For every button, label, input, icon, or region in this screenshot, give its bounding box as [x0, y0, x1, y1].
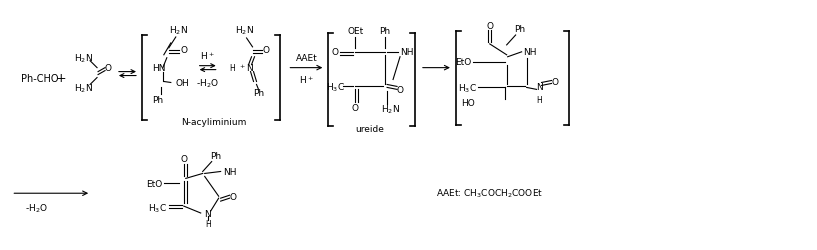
Text: AAEt: CH$_3$COCH$_2$COOEt: AAEt: CH$_3$COCH$_2$COOEt	[436, 187, 543, 200]
Text: H: H	[205, 220, 211, 228]
Text: O: O	[263, 46, 270, 55]
Text: OEt: OEt	[347, 26, 364, 36]
Text: O: O	[105, 64, 112, 73]
Text: H$_3$C: H$_3$C	[326, 81, 345, 93]
Text: O: O	[486, 22, 493, 30]
Text: H$^+$: H$^+$	[299, 74, 314, 86]
Text: N: N	[204, 209, 211, 218]
Text: H: H	[537, 96, 542, 104]
Text: H: H	[230, 64, 235, 73]
Text: Ph: Ph	[380, 26, 391, 36]
Text: O: O	[351, 103, 359, 112]
Text: H$_3$C: H$_3$C	[149, 202, 167, 214]
Text: Ph: Ph	[152, 96, 163, 104]
Text: -H$_2$O: -H$_2$O	[196, 77, 219, 89]
Text: N: N	[536, 82, 543, 92]
Text: EtO: EtO	[145, 179, 162, 188]
Text: O: O	[332, 48, 339, 57]
Text: $^+$N: $^+$N	[238, 62, 253, 74]
Text: O: O	[181, 154, 187, 164]
Text: O: O	[551, 78, 558, 87]
Text: NH: NH	[524, 48, 537, 57]
Text: H$_3$C: H$_3$C	[458, 82, 477, 94]
Text: O: O	[396, 86, 404, 94]
Text: NH: NH	[400, 48, 413, 57]
Text: Ph-CHO: Ph-CHO	[21, 73, 59, 83]
Text: HO: HO	[461, 98, 475, 107]
Text: +: +	[56, 72, 66, 85]
Text: H$_2$N: H$_2$N	[74, 82, 92, 94]
Text: NH: NH	[223, 167, 236, 176]
Text: H$_2$N: H$_2$N	[235, 25, 254, 37]
Text: -H$_2$O: -H$_2$O	[25, 202, 47, 214]
Text: ureide: ureide	[355, 125, 385, 134]
Text: AAEt: AAEt	[296, 54, 317, 63]
Text: EtO: EtO	[455, 58, 471, 67]
Text: H$_2$N: H$_2$N	[381, 104, 400, 116]
Text: Ph: Ph	[253, 88, 264, 98]
Text: HN: HN	[152, 64, 166, 73]
Text: OH: OH	[176, 79, 190, 88]
Text: O: O	[229, 192, 236, 201]
Text: O: O	[181, 46, 187, 55]
Text: H$_2$N: H$_2$N	[74, 52, 92, 65]
Text: H$_2$N: H$_2$N	[169, 25, 188, 37]
Text: Ph: Ph	[514, 24, 525, 34]
Text: Ph: Ph	[210, 152, 221, 160]
Text: H$^+$: H$^+$	[200, 50, 215, 62]
Text: N-acyliminium: N-acyliminium	[181, 117, 247, 126]
